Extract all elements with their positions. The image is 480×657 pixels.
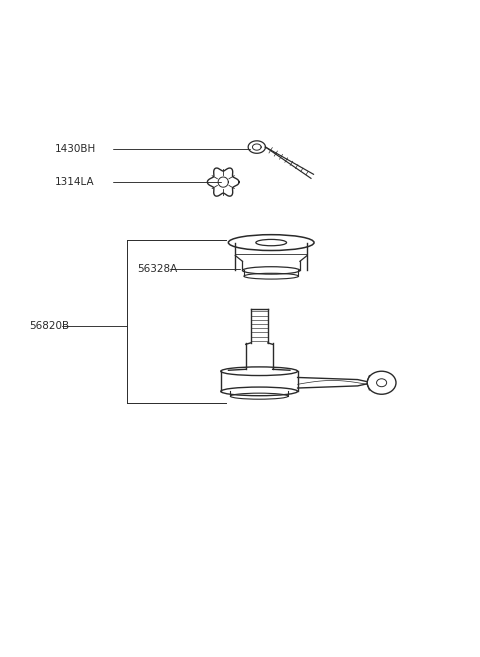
Text: 56820B: 56820B xyxy=(29,321,69,331)
Text: 1430BH: 1430BH xyxy=(55,143,96,154)
Text: 56328A: 56328A xyxy=(137,263,177,273)
Text: 1314LA: 1314LA xyxy=(55,177,95,187)
